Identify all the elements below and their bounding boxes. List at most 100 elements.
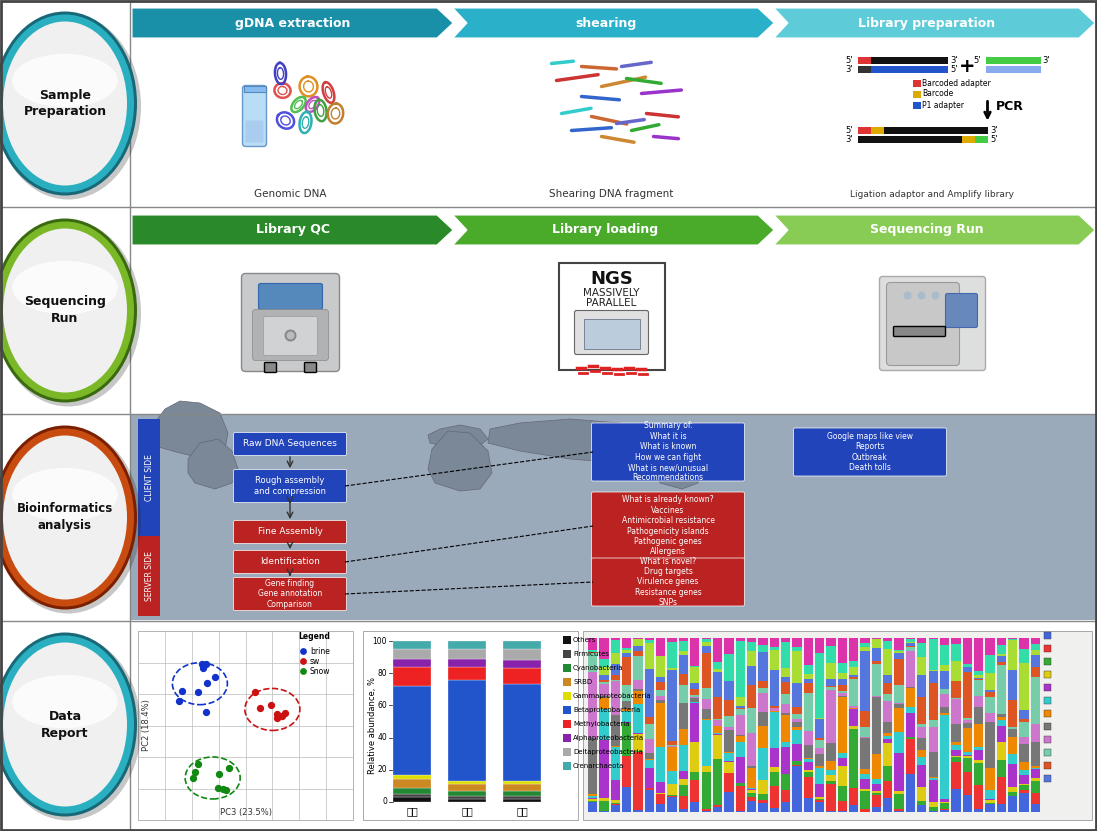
Bar [781, 704, 790, 713]
Text: Sequencing Run: Sequencing Run [870, 224, 983, 237]
FancyBboxPatch shape [234, 470, 347, 503]
Bar [1031, 794, 1040, 804]
Text: 3': 3' [845, 65, 852, 74]
Bar [917, 750, 927, 756]
Bar [622, 711, 632, 722]
Text: MASSIVELY: MASSIVELY [584, 288, 640, 297]
Text: Gene finding
Gene annotation
Comparison: Gene finding Gene annotation Comparison [258, 579, 323, 609]
Bar [588, 652, 597, 653]
Bar [645, 642, 654, 669]
Bar [996, 804, 1006, 812]
Bar [860, 779, 870, 789]
Bar [940, 671, 949, 689]
Bar [860, 726, 870, 737]
Bar [815, 653, 824, 718]
Bar [770, 771, 779, 786]
Bar [599, 709, 609, 740]
Bar [928, 803, 938, 807]
Bar [667, 770, 677, 784]
Point [217, 784, 235, 797]
Bar [894, 638, 904, 651]
Bar [645, 753, 654, 760]
Bar [690, 703, 700, 742]
Bar [996, 717, 1006, 720]
Point [246, 686, 263, 699]
Text: Legend: Legend [298, 632, 330, 641]
Bar [894, 653, 904, 659]
Bar [872, 639, 881, 648]
Bar [962, 795, 972, 812]
Bar [611, 715, 620, 746]
Text: 100: 100 [373, 637, 387, 646]
Bar [622, 756, 632, 787]
Text: CLIENT SIDE: CLIENT SIDE [145, 454, 154, 501]
Bar [679, 730, 688, 745]
Point [199, 676, 216, 689]
Ellipse shape [0, 14, 134, 193]
Text: Others: Others [573, 637, 597, 643]
Bar [951, 724, 961, 742]
Text: 3': 3' [1042, 56, 1050, 65]
Bar [815, 766, 824, 768]
Bar [804, 777, 813, 798]
Bar [951, 745, 961, 750]
Bar [940, 638, 949, 645]
Bar [872, 661, 881, 664]
Text: 3': 3' [845, 135, 852, 144]
Ellipse shape [0, 222, 134, 400]
Bar [1019, 737, 1029, 744]
Bar [860, 791, 870, 809]
Bar [1008, 787, 1017, 792]
Bar [940, 799, 949, 802]
Bar [804, 745, 813, 758]
Bar [1019, 711, 1029, 719]
Bar [860, 809, 870, 812]
Bar [563, 734, 572, 742]
Bar [838, 786, 847, 801]
Bar [781, 742, 790, 747]
Polygon shape [774, 215, 1095, 245]
Bar [826, 638, 836, 647]
Bar [679, 809, 688, 812]
Bar [1019, 662, 1029, 711]
Bar [792, 647, 802, 651]
Bar [448, 649, 486, 659]
FancyBboxPatch shape [893, 327, 946, 337]
Bar [815, 799, 824, 800]
Bar [894, 811, 904, 812]
Bar [713, 726, 722, 733]
Bar [736, 786, 745, 811]
Bar [962, 771, 972, 795]
Ellipse shape [12, 675, 117, 728]
Bar [1044, 736, 1051, 743]
Bar [872, 793, 881, 795]
Polygon shape [132, 215, 453, 245]
Text: PC3 (23.5%): PC3 (23.5%) [219, 808, 271, 817]
Bar [883, 766, 892, 781]
Bar [504, 668, 541, 685]
Bar [858, 126, 871, 134]
Bar [849, 676, 858, 677]
Bar [781, 774, 790, 790]
Bar [792, 638, 802, 647]
Bar [622, 701, 632, 709]
Bar [622, 651, 632, 653]
Bar [792, 707, 802, 714]
Bar [940, 706, 949, 713]
Bar [656, 794, 666, 804]
Bar [860, 789, 870, 791]
Bar [758, 688, 768, 693]
Bar [872, 638, 881, 639]
FancyBboxPatch shape [591, 492, 745, 560]
Bar [826, 663, 836, 679]
Bar [770, 711, 779, 748]
Ellipse shape [0, 429, 134, 607]
Bar [1031, 804, 1040, 812]
FancyBboxPatch shape [242, 86, 267, 146]
Text: Library QC: Library QC [256, 224, 329, 237]
Bar [815, 802, 824, 812]
Bar [588, 739, 597, 794]
Bar [690, 779, 700, 802]
FancyBboxPatch shape [234, 520, 347, 543]
Bar [758, 748, 768, 780]
